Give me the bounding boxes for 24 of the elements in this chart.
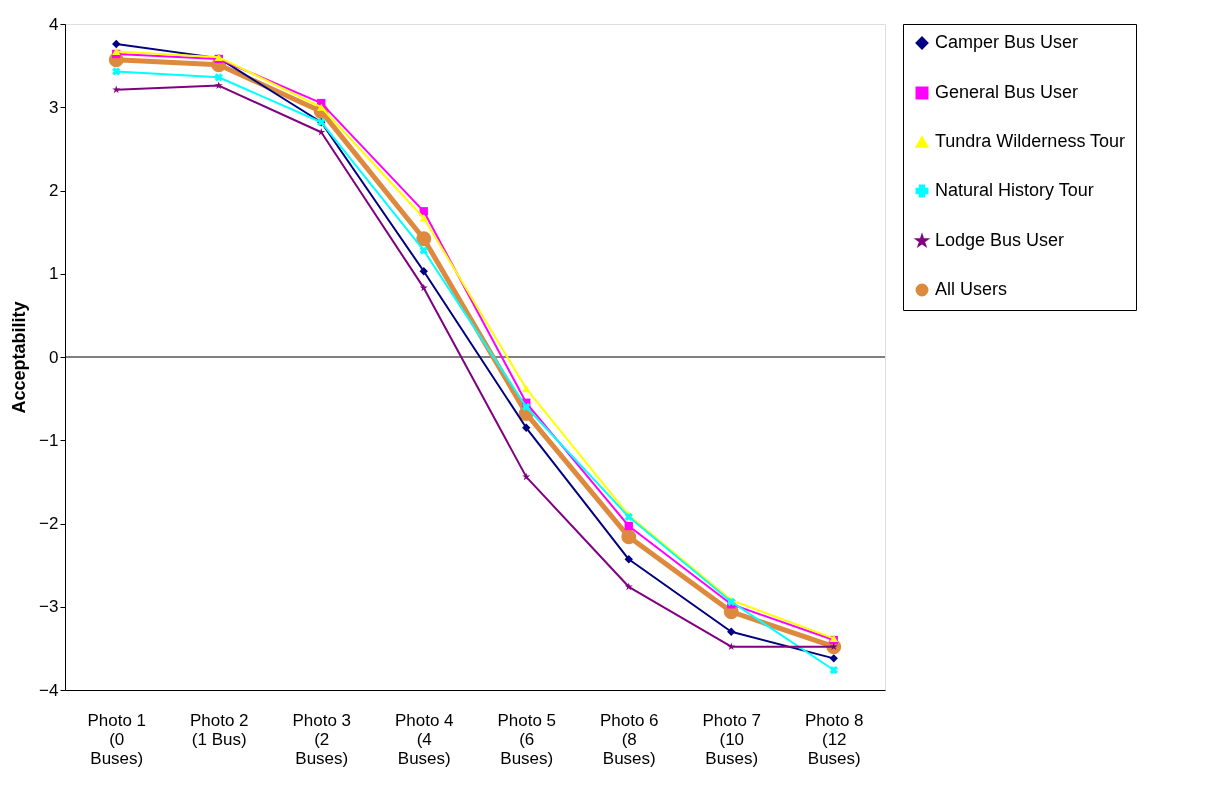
x-tick-label: Photo 4 (4 Buses) (394, 710, 454, 768)
x-tick-label: Photo 8 (12 Buses) (804, 710, 864, 768)
y-tick-label: 3 (49, 97, 59, 117)
x-tick-label: Photo 3 (2 Buses) (292, 710, 352, 768)
legend-label: Camper Bus User (935, 32, 1079, 52)
x-tick-label: Photo 7 (10 Buses) (702, 710, 762, 768)
y-tick-label: 1 (49, 264, 59, 284)
y-tick-label: 0 (49, 347, 59, 367)
y-tick-label: 4 (49, 14, 59, 34)
x-tick-label: Photo 6 (8 Buses) (599, 710, 659, 768)
x-tick-label: Photo 2 (1 Bus) (189, 710, 249, 749)
y-tick-label: 2 (49, 181, 59, 200)
y-tick-label: −1 (39, 430, 59, 450)
legend-label: All Users (935, 279, 1008, 299)
y-tick-label: −3 (39, 597, 59, 617)
legend-label: Lodge Bus User (935, 230, 1065, 250)
legend-label: Tundra Wilderness Tour (935, 131, 1126, 151)
legend-label: General Bus User (935, 82, 1079, 102)
x-tick-label: Photo 1 (0 Buses) (87, 710, 147, 768)
y-axis-title: Acceptability (9, 301, 30, 414)
y-tick-label: −4 (39, 680, 59, 700)
y-tick-label: −2 (39, 514, 59, 533)
legend-label: Natural History Tour (935, 180, 1094, 200)
x-tick-label: Photo 5 (6 Buses) (497, 710, 557, 768)
